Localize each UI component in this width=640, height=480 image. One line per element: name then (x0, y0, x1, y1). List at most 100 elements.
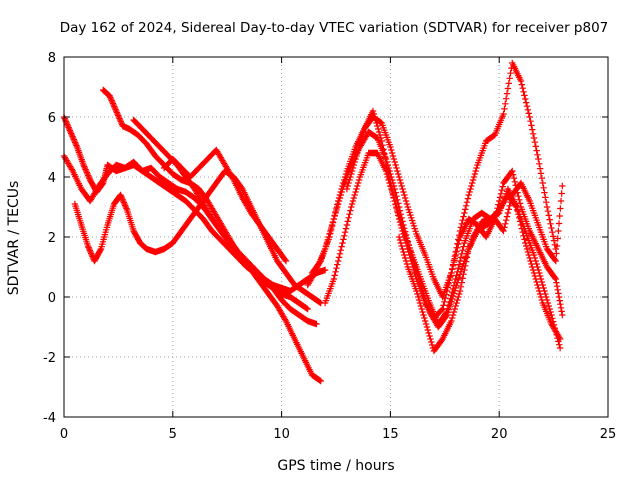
data-point (118, 119, 125, 127)
data-point (537, 275, 545, 283)
data-point (111, 104, 119, 112)
data-point (521, 236, 528, 243)
data-point (398, 224, 405, 232)
data-point (553, 279, 560, 286)
data-point (526, 113, 533, 121)
data-point (542, 194, 549, 201)
data-point (229, 175, 237, 182)
data-point (551, 274, 559, 281)
data-point (425, 329, 432, 337)
data-point (393, 205, 400, 212)
data-point (546, 305, 553, 313)
data-point (509, 171, 517, 178)
data-point (445, 280, 452, 287)
data-point (454, 296, 461, 304)
data-point (344, 182, 351, 190)
data-point (553, 331, 560, 338)
data-point (450, 282, 458, 289)
data-point (459, 247, 466, 254)
data-point (334, 261, 341, 268)
data-point (497, 190, 505, 197)
data-point (516, 200, 524, 207)
data-point (516, 196, 523, 203)
data-point (541, 287, 548, 295)
data-point (533, 147, 540, 154)
data-point (281, 316, 289, 323)
data-point (392, 161, 399, 169)
data-point (461, 266, 468, 274)
data-point (545, 212, 553, 219)
data-point (473, 164, 480, 172)
data-point (511, 178, 519, 185)
data-point (401, 194, 409, 202)
data-point (388, 149, 396, 157)
data-point (66, 127, 74, 134)
data-point (395, 173, 403, 181)
data-point (360, 128, 367, 136)
data-point (553, 283, 561, 290)
data-point (529, 130, 537, 137)
data-point (377, 134, 385, 142)
data-point (402, 197, 410, 205)
data-point (504, 209, 512, 217)
data-point (453, 248, 460, 255)
data-point (499, 183, 506, 190)
data-point (550, 321, 558, 329)
data-point (411, 269, 418, 277)
data-point (117, 191, 124, 199)
data-point (82, 166, 89, 173)
data-point (557, 301, 564, 308)
data-point (554, 235, 561, 242)
data-point (458, 279, 465, 286)
data-point (354, 179, 362, 187)
data-point (331, 272, 338, 279)
data-point (341, 232, 348, 239)
data-point (462, 258, 470, 265)
data-point (507, 199, 514, 206)
data-point (336, 250, 344, 257)
data-point (450, 308, 458, 316)
data-point (334, 197, 342, 205)
data-point (532, 257, 539, 265)
data-point (379, 142, 386, 149)
data-point (118, 193, 125, 200)
data-point (337, 188, 344, 196)
data-point (448, 292, 455, 299)
data-point (455, 293, 462, 301)
data-point (534, 151, 541, 158)
data-point (371, 113, 378, 121)
grid-layer (64, 57, 608, 417)
data-point (528, 122, 535, 129)
data-point (317, 377, 324, 385)
data-point (353, 152, 360, 160)
data-point (347, 173, 354, 181)
data-point (399, 227, 406, 235)
data-point (442, 310, 450, 317)
data-point (343, 221, 351, 229)
data-point (502, 100, 509, 107)
data-point (115, 113, 123, 121)
y-tick-label: 4 (48, 171, 56, 186)
data-point (449, 262, 457, 269)
data-point (460, 213, 467, 220)
data-point (537, 170, 545, 177)
data-point (503, 213, 511, 220)
data-point (121, 202, 129, 209)
data-point (281, 256, 289, 263)
data-point (350, 194, 358, 202)
y-tick-label: 0 (48, 291, 56, 306)
data-point (439, 305, 446, 313)
data-point (399, 245, 406, 253)
data-point (421, 314, 428, 322)
data-point (347, 207, 354, 214)
data-point (462, 206, 469, 213)
data-point (536, 165, 544, 172)
data-point (465, 191, 472, 199)
data-point (551, 256, 559, 263)
data-point (114, 110, 121, 118)
data-point (451, 305, 459, 313)
data-point (399, 185, 406, 193)
data-point (452, 275, 459, 283)
data-point (391, 158, 398, 166)
data-point (466, 188, 473, 196)
